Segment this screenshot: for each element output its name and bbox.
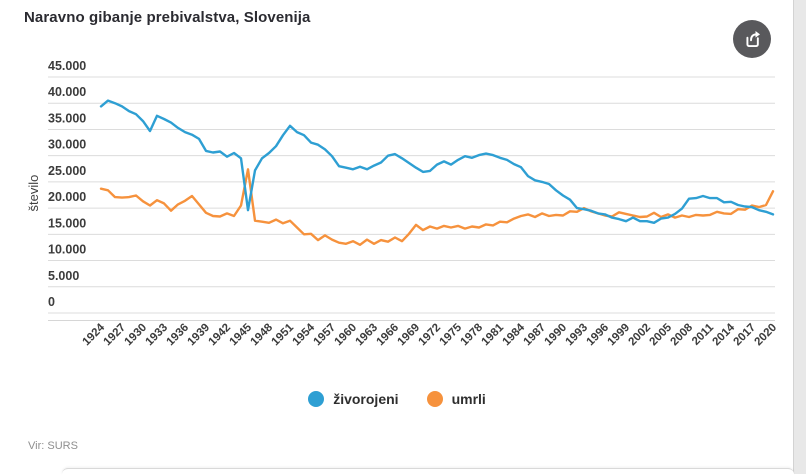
page-scroll-gutter[interactable] <box>793 0 806 474</box>
x-axis-tick-label: 1990 <box>543 322 570 349</box>
x-axis-tick-label: 1978 <box>459 321 486 348</box>
y-axis-tick-label: 30.000 <box>48 138 86 152</box>
x-axis-tick-label: 2017 <box>732 322 759 349</box>
y-axis-tick-label: 5.000 <box>48 269 79 283</box>
x-axis-tick-label: 1954 <box>291 321 318 348</box>
y-axis-title: število <box>26 174 41 212</box>
legend-item-zivorojeni[interactable]: živorojeni <box>308 391 399 407</box>
y-axis-tick-label: 15.000 <box>48 216 86 230</box>
x-axis-tick-label: 1960 <box>333 322 360 349</box>
x-axis-tick-label: 1984 <box>501 321 528 348</box>
next-card-edge <box>62 468 794 475</box>
x-axis-tick-label: 1942 <box>207 322 234 349</box>
page-title: Naravno gibanje prebivalstva, Slovenija <box>24 9 311 26</box>
x-axis-tick-label: 1927 <box>102 322 129 349</box>
x-axis-tick-label: 1924 <box>81 321 108 348</box>
y-axis-tick-label: 40.000 <box>48 85 86 99</box>
x-axis-tick-label: 1948 <box>249 321 276 348</box>
y-axis-tick-label: 0 <box>48 295 55 309</box>
x-axis-tick-label: 2011 <box>690 321 717 348</box>
x-axis-tick-label: 1951 <box>270 321 297 348</box>
x-axis-tick-label: 1966 <box>375 322 402 349</box>
x-axis-tick-label: 2020 <box>753 322 780 349</box>
y-axis-tick-label: 45.000 <box>48 59 86 73</box>
x-axis-tick-label: 1999 <box>606 322 633 349</box>
x-axis-tick-label: 1987 <box>522 322 549 349</box>
x-axis-tick-label: 1996 <box>585 322 612 349</box>
y-axis-tick-label: 20.000 <box>48 190 86 204</box>
x-axis-labels: 1924192719301933193619391942194519481951… <box>81 321 780 348</box>
x-axis-tick-label: 1936 <box>165 322 192 349</box>
chart-legend: živorojeni umrli <box>0 388 794 410</box>
x-axis-tick-label: 1993 <box>564 322 591 349</box>
legend-label-zivorojeni: živorojeni <box>333 391 399 407</box>
legend-marker-umrli <box>426 391 443 407</box>
series-line-živorojeni <box>99 99 775 224</box>
x-axis-tick-label: 2005 <box>648 321 675 348</box>
x-axis-tick-label: 1957 <box>312 322 339 349</box>
source-caption: Vir: SURS <box>28 440 78 452</box>
legend-label-umrli: umrli <box>451 391 486 407</box>
legend-item-umrli[interactable]: umrli <box>426 391 486 407</box>
x-axis-tick-label: 1969 <box>396 322 423 349</box>
x-axis-tick-label: 2002 <box>627 322 654 349</box>
share-button[interactable] <box>733 20 771 58</box>
legend-marker-zivorojeni <box>308 391 325 407</box>
gridlines: 0 5.000 10.000 15.000 20.000 25.000 30.000 35.0… <box>48 59 775 314</box>
series-line-umrli <box>99 168 775 246</box>
x-axis-tick-label: 1981 <box>480 321 507 348</box>
share-icon <box>746 31 760 48</box>
x-axis-tick-label: 1972 <box>417 322 444 349</box>
x-axis-tick-label: 1963 <box>354 322 381 349</box>
x-axis-tick-label: 1933 <box>144 322 171 349</box>
y-axis-tick-label: 10.000 <box>48 243 86 257</box>
x-axis-tick-label: 1939 <box>186 322 213 349</box>
x-axis-tick-label: 2008 <box>669 321 696 348</box>
y-axis-tick-label: 35.000 <box>48 111 86 125</box>
x-axis-tick-label: 1975 <box>438 321 465 348</box>
x-axis-tick-label: 1945 <box>228 321 255 348</box>
y-axis-tick-label: 25.000 <box>48 164 86 178</box>
x-axis-tick-label: 2014 <box>711 321 738 348</box>
x-axis-tick-label: 1930 <box>123 322 150 349</box>
